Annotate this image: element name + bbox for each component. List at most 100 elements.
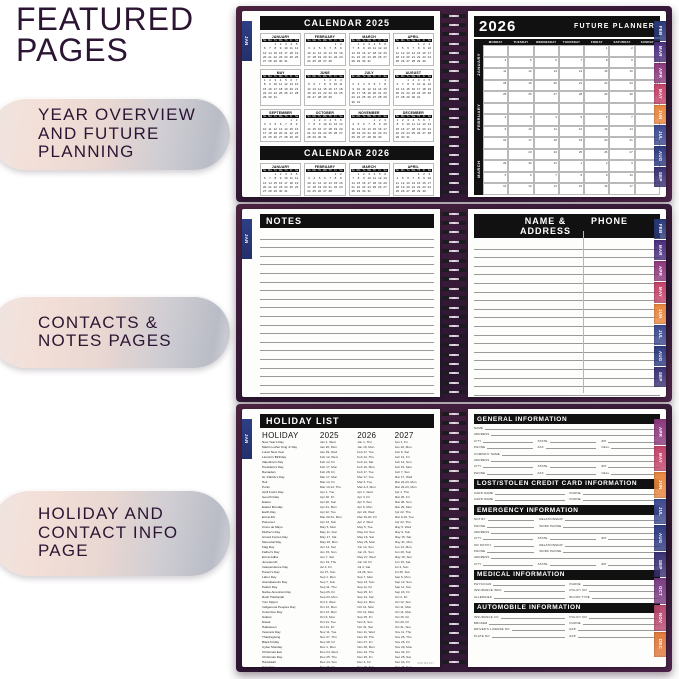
edge-tab-left[interactable]: JAN [242, 419, 252, 459]
form-field[interactable]: ADDRESS [474, 530, 660, 534]
planner-day-cell[interactable]: 5 [483, 171, 509, 183]
ruled-line[interactable] [474, 361, 660, 370]
field-rule[interactable] [483, 464, 533, 469]
planner-day-cell[interactable]: 2 [483, 114, 509, 126]
ruled-line[interactable] [474, 370, 660, 379]
form-field[interactable]: INSURANCE CO [474, 615, 565, 619]
planner-day-cell[interactable]: 6 [584, 114, 610, 126]
planner-day-cell[interactable]: 9 [584, 171, 610, 183]
planner-day-cell[interactable]: 28 [558, 91, 585, 103]
month-tab-jul[interactable]: JUL [654, 125, 666, 146]
ruled-line[interactable] [260, 248, 434, 257]
form-field[interactable]: STATE [538, 439, 597, 443]
form-field[interactable]: EXP [570, 627, 660, 632]
form-field[interactable]: RELATIONSHIP [539, 517, 660, 522]
field-rule[interactable] [489, 621, 565, 626]
form-field[interactable]: INSURANCE INFO [474, 588, 565, 593]
planner-day-cell[interactable]: 16 [483, 137, 509, 149]
form-field[interactable]: CARD NAME [474, 491, 565, 495]
field-rule[interactable] [487, 524, 535, 528]
form-field[interactable]: CITY [474, 536, 533, 541]
month-tab-may[interactable]: MAY [654, 445, 666, 472]
planner-day-cell[interactable]: 15 [584, 68, 610, 80]
month-tab-mar[interactable]: MAR [654, 41, 666, 62]
field-rule[interactable] [500, 615, 565, 619]
field-rule[interactable] [483, 562, 533, 566]
form-field[interactable]: WORK PHONE [539, 549, 660, 554]
planner-day-cell[interactable]: 20 [533, 79, 559, 91]
planner-day-cell[interactable] [558, 45, 585, 57]
planner-day-cell[interactable]: 9 [609, 56, 635, 68]
field-rule[interactable] [491, 530, 660, 534]
ruled-line[interactable] [260, 351, 434, 360]
field-rule[interactable] [493, 543, 535, 547]
ruled-line[interactable] [260, 231, 434, 240]
field-rule[interactable] [487, 517, 535, 522]
ruled-line[interactable] [260, 300, 434, 309]
planner-day-cell[interactable]: 13 [533, 68, 559, 80]
ruled-line[interactable] [474, 275, 660, 284]
form-field[interactable]: PHONE [570, 582, 660, 586]
form-field[interactable]: ZIP [601, 464, 661, 469]
form-field[interactable]: PHONE [474, 549, 535, 554]
field-rule[interactable] [591, 595, 660, 599]
planner-day-cell[interactable]: 9 [483, 125, 509, 137]
field-rule[interactable] [545, 445, 597, 450]
field-rule[interactable] [608, 439, 661, 443]
form-field[interactable]: ADDRESS [474, 432, 660, 437]
ruled-line[interactable] [260, 240, 434, 249]
form-field[interactable]: OR NOTIFY [474, 543, 535, 547]
planner-day-cell[interactable]: 16 [609, 68, 635, 80]
planner-day-cell[interactable]: 23 [508, 148, 534, 160]
planner-day-cell[interactable]: 30 [609, 91, 635, 103]
planner-day-cell[interactable]: 26 [584, 148, 610, 160]
field-rule[interactable] [493, 582, 565, 586]
form-field[interactable]: CITY [474, 439, 533, 443]
field-rule[interactable] [589, 615, 660, 619]
planner-day-cell[interactable]: 1 [584, 45, 610, 57]
ruled-line[interactable] [260, 377, 434, 386]
planner-day-cell[interactable]: 7 [558, 56, 585, 68]
planner-day-cell[interactable] [508, 45, 534, 57]
ruled-line[interactable] [474, 267, 660, 276]
field-rule[interactable] [495, 491, 565, 495]
field-rule[interactable] [545, 471, 597, 475]
ruled-line[interactable] [474, 318, 660, 327]
form-field[interactable]: BROKER [474, 621, 565, 626]
form-field[interactable]: EXP [570, 634, 660, 638]
planner-day-cell[interactable]: 8 [584, 56, 610, 68]
planner-day-cell[interactable]: 18 [533, 137, 559, 149]
ruled-line[interactable] [474, 284, 660, 293]
field-rule[interactable] [608, 464, 661, 469]
form-field[interactable]: PHONE [570, 621, 660, 626]
field-rule[interactable] [577, 634, 660, 638]
month-tab-oct[interactable]: OCT [654, 578, 666, 604]
form-field[interactable]: PHONE [474, 445, 533, 450]
field-rule[interactable] [563, 549, 660, 554]
planner-day-cell[interactable]: 20 [584, 137, 610, 149]
ruled-line[interactable] [260, 265, 434, 274]
ruled-line[interactable] [260, 334, 434, 343]
planner-day-cell[interactable]: 4 [483, 56, 509, 68]
planner-day-cell[interactable]: 4 [533, 114, 559, 126]
ruled-line[interactable] [474, 310, 660, 319]
planner-day-cell[interactable]: 2 [584, 160, 610, 172]
field-rule[interactable] [611, 471, 661, 475]
planner-day-cell[interactable]: 21 [609, 137, 635, 149]
planner-day-cell[interactable]: 11 [533, 125, 559, 137]
ruled-line[interactable] [474, 396, 660, 397]
form-field[interactable]: PHONE [474, 524, 535, 528]
planner-day-cell[interactable]: 18 [483, 79, 509, 91]
form-field[interactable]: NAME [474, 426, 660, 430]
ruled-line[interactable] [474, 344, 660, 353]
planner-day-cell[interactable]: 23 [609, 79, 635, 91]
ruled-line[interactable] [260, 343, 434, 352]
month-tab-nov[interactable]: NOV [654, 604, 666, 631]
planner-day-cell[interactable]: 22 [584, 79, 610, 91]
ruled-line[interactable] [260, 386, 434, 395]
form-field[interactable]: PHONE [474, 471, 533, 475]
form-field[interactable]: STATE [538, 562, 597, 566]
field-rule[interactable] [491, 634, 565, 638]
month-tab-may[interactable]: MAY [654, 83, 666, 104]
planner-day-cell[interactable]: 13 [584, 125, 610, 137]
